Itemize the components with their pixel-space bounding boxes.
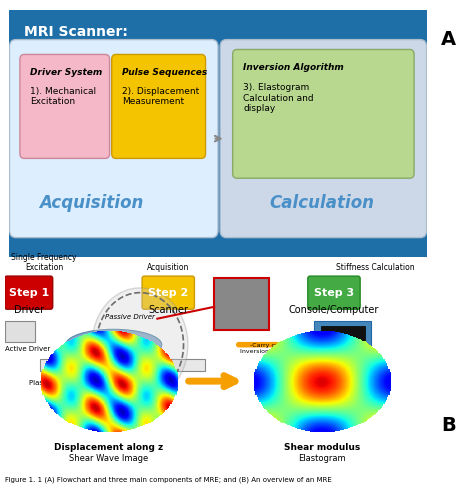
FancyBboxPatch shape xyxy=(142,276,194,309)
FancyBboxPatch shape xyxy=(20,54,109,158)
Text: Driver System: Driver System xyxy=(30,68,102,77)
FancyBboxPatch shape xyxy=(308,276,360,309)
Text: Elastogram: Elastogram xyxy=(299,454,346,463)
Text: Driver: Driver xyxy=(14,305,44,315)
FancyBboxPatch shape xyxy=(220,40,427,238)
Text: Stiffness Calculation: Stiffness Calculation xyxy=(336,263,415,272)
Bar xyxy=(314,321,371,368)
Text: Passive Driver: Passive Driver xyxy=(105,314,155,320)
Text: B: B xyxy=(441,416,456,435)
Bar xyxy=(321,326,365,364)
Text: MRI Scanner:: MRI Scanner: xyxy=(24,25,128,39)
Bar xyxy=(338,368,347,375)
Text: Scanner: Scanner xyxy=(148,305,188,315)
FancyBboxPatch shape xyxy=(9,40,218,238)
Text: 3). Elastogram
Calculation and
display: 3). Elastogram Calculation and display xyxy=(243,83,314,113)
Text: -Carry out an
Inversion algorithm: -Carry out an Inversion algorithm xyxy=(240,343,301,354)
FancyBboxPatch shape xyxy=(112,54,206,158)
Text: 2). Displacement
Measurement: 2). Displacement Measurement xyxy=(122,87,200,106)
Text: Console/Computer: Console/Computer xyxy=(289,305,379,315)
Text: Inversion Algorithm: Inversion Algorithm xyxy=(243,63,344,72)
Text: Acquisition: Acquisition xyxy=(147,263,190,272)
Text: Shear Wave Image: Shear Wave Image xyxy=(69,454,149,463)
Text: Active Driver: Active Driver xyxy=(5,346,50,352)
Bar xyxy=(5,321,35,343)
Bar xyxy=(40,359,205,371)
Text: Plastic Tube: Plastic Tube xyxy=(29,380,70,386)
FancyBboxPatch shape xyxy=(233,50,414,178)
Text: Pulse Sequences: Pulse Sequences xyxy=(122,68,207,77)
Text: Displacement along z: Displacement along z xyxy=(55,444,164,452)
Text: Step 3: Step 3 xyxy=(314,288,354,297)
Ellipse shape xyxy=(66,329,162,360)
Text: Step 2: Step 2 xyxy=(148,288,188,297)
Text: Calculation: Calculation xyxy=(270,194,375,212)
Text: A: A xyxy=(441,30,456,49)
Text: Figure 1. 1 (A) Flowchart and three main components of MRE; and (B) An overview : Figure 1. 1 (A) Flowchart and three main… xyxy=(5,476,331,483)
Text: Step 1: Step 1 xyxy=(9,288,49,297)
Text: Shear modulus: Shear modulus xyxy=(284,444,360,452)
Text: Single Frequency
Excitation: Single Frequency Excitation xyxy=(11,253,77,272)
Bar xyxy=(214,279,269,331)
Ellipse shape xyxy=(92,288,188,401)
FancyBboxPatch shape xyxy=(5,5,431,262)
Text: 1). Mechanical
Excitation: 1). Mechanical Excitation xyxy=(30,87,97,106)
FancyBboxPatch shape xyxy=(5,276,53,309)
Text: Acquisition: Acquisition xyxy=(38,194,143,212)
